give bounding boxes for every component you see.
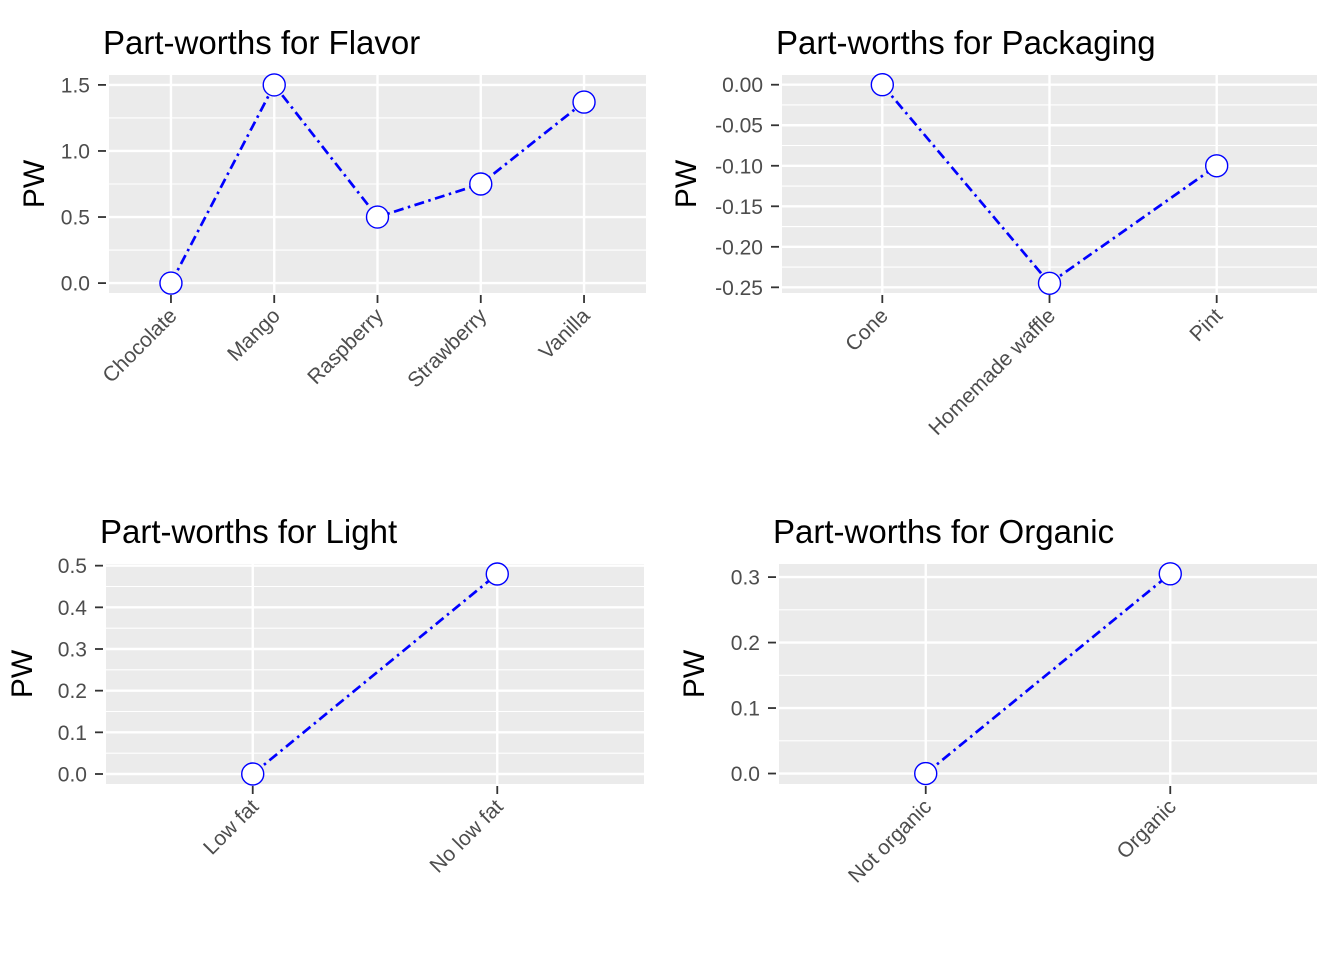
x-category-label: Vanilla: [535, 304, 595, 364]
chart-title: Part-worths for Organic: [773, 513, 1114, 550]
y-tick-label: 0.1: [731, 698, 760, 721]
flavor-part-worths-plot: 0.0 0.5 1.0 1.5 Chocolate Mango Raspberry Straw…: [18, 24, 646, 392]
chart-title: Part-worths for Packaging: [776, 24, 1156, 61]
y-tick-label: 0.0: [731, 763, 760, 786]
y-tick-label: 0.5: [58, 555, 87, 578]
x-category-label: Cone: [841, 304, 893, 356]
y-tick-label: 0.0: [61, 273, 90, 296]
data-point: [241, 762, 265, 786]
data-point: [485, 562, 509, 586]
data-point: [572, 90, 596, 114]
y-tick-label: 0.3: [731, 567, 760, 590]
y-tick-label: -0.25: [715, 277, 763, 300]
y-axis-title: PW: [678, 649, 711, 698]
chart-cell-packaging: -0.25 -0.20 -0.15 -0.10 -0.05 0.00 Cone Homemad…: [672, 0, 1344, 480]
data-point: [1037, 271, 1062, 295]
data-point: [469, 172, 493, 196]
y-tick-label: 0.00: [722, 74, 763, 97]
chart-title: Part-worths for Light: [100, 513, 397, 550]
x-category-label: Raspberry: [303, 304, 388, 389]
x-category-label: Not organic: [844, 795, 936, 887]
y-axis-title: PW: [6, 649, 39, 698]
y-tick-label: 0.1: [58, 722, 87, 745]
x-category-label: Pint: [1185, 304, 1227, 346]
x-category-label: Mango: [223, 304, 285, 366]
y-tick-label: 0.5: [61, 207, 90, 230]
x-category-label: Homemade waffle: [924, 304, 1060, 440]
y-axis-title: PW: [672, 159, 703, 208]
y-tick-label: 0.2: [58, 680, 87, 703]
series-line: [251, 572, 499, 776]
light-part-worths-plot: 0.0 0.1 0.2 0.3 0.4 0.5 Low fat No low fat Part-…: [6, 513, 644, 878]
data-point: [262, 73, 286, 97]
y-tick-label: -0.05: [715, 115, 763, 138]
organic-part-worths-plot: 0.0 0.1 0.2 0.3 Not organic Organic Part-worth…: [678, 513, 1317, 887]
data-point: [1158, 562, 1182, 586]
x-category-label: Organic: [1113, 795, 1181, 863]
y-tick-label: -0.20: [715, 236, 763, 259]
y-axis-title: PW: [18, 159, 51, 208]
y-tick-label: 1.5: [61, 74, 90, 97]
y-tick-label: 1.0: [61, 140, 90, 163]
data-point: [870, 73, 895, 97]
data-point: [914, 761, 938, 786]
x-category-label: Low fat: [199, 795, 263, 859]
y-tick-label: 0.2: [731, 632, 760, 655]
y-tick-label: -0.10: [715, 155, 763, 178]
data-point: [365, 205, 390, 229]
data-point: [1204, 154, 1229, 178]
chart-cell-flavor: 0.0 0.5 1.0 1.5 Chocolate Mango Raspberry Straw…: [0, 0, 672, 480]
x-category-label: Strawberry: [403, 304, 491, 392]
y-tick-label: -0.15: [715, 196, 763, 219]
series-line: [924, 572, 1172, 775]
chart-cell-light: 0.0 0.1 0.2 0.3 0.4 0.5 Low fat No low fat Part-…: [0, 480, 672, 960]
packaging-part-worths-plot: -0.25 -0.20 -0.15 -0.10 -0.05 0.00 Cone Homemad…: [672, 24, 1317, 440]
chart-cell-organic: 0.0 0.1 0.2 0.3 Not organic Organic Part-worth…: [672, 480, 1344, 960]
data-point: [159, 271, 183, 295]
y-tick-label: 0.4: [58, 597, 88, 620]
x-category-label: No low fat: [426, 795, 508, 877]
x-category-label: Chocolate: [98, 304, 181, 387]
y-tick-label: 0.3: [58, 639, 87, 662]
chart-title: Part-worths for Flavor: [103, 24, 420, 61]
y-tick-label: 0.0: [58, 764, 87, 787]
